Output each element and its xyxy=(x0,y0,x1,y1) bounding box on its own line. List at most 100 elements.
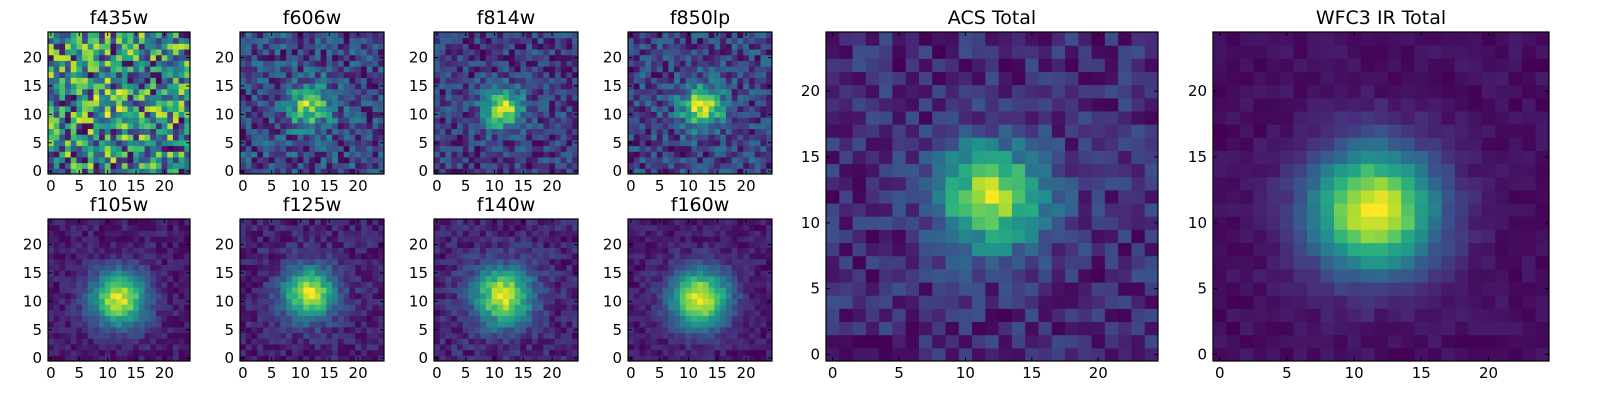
heatmap-cell xyxy=(645,49,652,56)
heatmap-cell xyxy=(257,117,264,124)
heatmap-cell xyxy=(245,332,253,339)
heatmap-cell xyxy=(743,100,750,107)
heatmap-cell xyxy=(566,230,573,237)
heatmap-cell xyxy=(457,162,464,169)
heatmap-cell xyxy=(503,343,510,351)
heatmap-cell xyxy=(116,49,123,56)
heatmap-cell xyxy=(251,66,258,73)
heatmap-cell xyxy=(355,253,362,260)
heatmap-cell xyxy=(628,332,635,339)
heatmap-cell xyxy=(645,122,652,130)
heatmap-cell xyxy=(474,247,481,254)
heatmap-cell xyxy=(514,168,521,175)
heatmap-cell xyxy=(297,275,304,282)
heatmap-cell xyxy=(297,66,304,73)
heatmap-cell xyxy=(656,292,664,300)
heatmap-cell xyxy=(480,156,487,164)
heatmap-cell xyxy=(366,304,373,311)
heatmap-cell xyxy=(434,321,441,328)
heatmap-cell xyxy=(366,66,373,73)
heatmap-cell xyxy=(543,321,550,328)
heatmap-cell xyxy=(138,253,146,260)
heatmap-cell xyxy=(656,49,664,56)
heatmap-cell xyxy=(268,332,276,339)
heatmap-cell xyxy=(531,315,539,322)
heatmap-cell xyxy=(491,241,498,248)
heatmap-cell xyxy=(314,71,322,78)
heatmap-cell xyxy=(566,77,573,84)
heatmap-cell xyxy=(76,275,83,282)
heatmap-cell xyxy=(497,139,504,147)
heatmap-cell xyxy=(263,281,270,288)
heatmap-cell xyxy=(274,264,281,271)
heatmap-cell xyxy=(543,298,550,305)
heatmap-cell xyxy=(360,326,368,334)
heatmap-cell xyxy=(514,338,521,345)
heatmap-cell xyxy=(668,49,675,56)
heatmap-cell xyxy=(508,219,516,226)
heatmap-cell xyxy=(245,298,253,305)
heatmap-cell xyxy=(332,162,339,169)
heatmap-cell xyxy=(245,128,253,135)
heatmap-cell xyxy=(531,338,539,345)
heatmap-cell xyxy=(360,349,368,356)
heatmap-cell xyxy=(332,100,339,107)
heatmap-cell xyxy=(685,270,692,277)
heatmap-cell xyxy=(314,122,322,130)
heatmap-cell xyxy=(474,332,481,339)
heatmap-cell xyxy=(48,338,55,345)
heatmap-cell xyxy=(121,258,129,265)
heatmap-cell xyxy=(725,88,733,95)
heatmap-cell xyxy=(309,304,316,311)
heatmap-cell xyxy=(662,134,669,141)
heatmap-cell xyxy=(245,309,253,317)
heatmap-cell xyxy=(53,105,60,113)
heatmap-cell xyxy=(161,349,168,356)
heatmap-cell xyxy=(133,349,140,356)
heatmap-cell xyxy=(656,275,664,282)
heatmap-cell xyxy=(662,37,669,44)
heatmap-cell xyxy=(127,287,134,294)
heatmap-cell xyxy=(485,275,493,282)
heatmap-cell xyxy=(53,128,60,135)
heatmap-cell xyxy=(257,219,264,226)
heatmap-cell xyxy=(497,258,504,265)
heatmap-cell xyxy=(656,298,664,305)
heatmap-cell xyxy=(291,134,299,141)
heatmap-cell xyxy=(549,151,556,158)
heatmap-cell xyxy=(697,71,704,78)
heatmap-cell xyxy=(59,105,66,113)
heatmap-cell xyxy=(59,151,66,158)
heatmap-cell xyxy=(731,326,738,334)
heatmap-cell xyxy=(691,54,698,61)
heatmap-cell xyxy=(566,162,573,169)
heatmap-cell xyxy=(251,151,258,158)
heatmap-cell xyxy=(628,156,635,164)
heatmap-cell xyxy=(451,338,458,345)
heatmap-cell xyxy=(462,264,470,271)
heatmap-cell xyxy=(303,304,310,311)
heatmap-cell xyxy=(531,258,539,265)
heatmap-cell xyxy=(144,292,151,300)
heatmap-cell xyxy=(372,134,379,141)
heatmap-cell xyxy=(480,338,487,345)
heatmap-cell xyxy=(303,315,310,322)
heatmap-cell xyxy=(497,168,504,175)
heatmap-cell xyxy=(82,100,89,107)
heatmap-cell xyxy=(343,287,350,294)
heatmap-cell xyxy=(708,309,715,317)
heatmap-cell xyxy=(514,88,521,95)
heatmap-cell xyxy=(76,128,83,135)
heatmap-cell xyxy=(743,343,750,351)
heatmap-cell xyxy=(531,32,539,39)
heatmap-cell xyxy=(286,219,293,226)
heatmap-cell xyxy=(434,230,441,237)
heatmap-cell xyxy=(439,270,447,277)
heatmap-cell xyxy=(656,156,664,164)
heatmap-cell xyxy=(508,332,516,339)
heatmap-cell xyxy=(274,309,281,317)
heatmap-cell xyxy=(480,128,487,135)
heatmap-cell xyxy=(150,54,157,61)
heatmap-cell xyxy=(685,162,692,169)
